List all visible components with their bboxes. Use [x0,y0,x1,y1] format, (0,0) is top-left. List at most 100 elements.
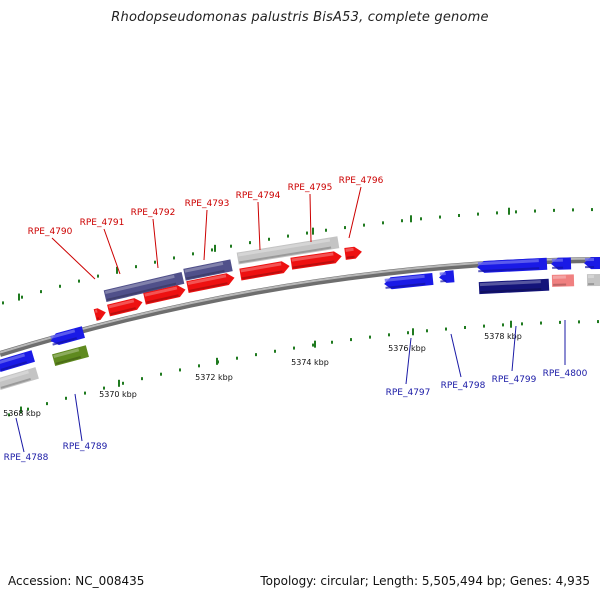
gene-fwd-small-shade [96,317,100,320]
scale-dot-top [97,274,99,278]
gene-RPE_4789-upper-shine [50,329,76,339]
scale-dot-bottom [350,338,352,342]
gene-RPE_4795-main-shade [292,260,335,269]
scale-dot-bottom [578,320,580,324]
accession-text: Accession: NC_008435 [8,574,145,588]
scale-dot-top [477,212,479,216]
scale-major-bottom [314,340,316,348]
gene-label-RPE_4795: RPE_4795 [288,183,333,243]
gene-RPE_4798-shade [440,279,447,283]
scale-dot-top [363,223,365,227]
gene-RPE_4799-upper-shade [478,267,540,273]
gene-rev-small-a-shine [551,258,563,262]
gene-RPE_4791-inner [107,298,143,317]
scale-dot-top [173,256,175,260]
scale-tick-label: 5378 kbp [484,332,522,341]
leader-line [405,337,412,385]
scale-dot-bottom [46,402,48,406]
gene-RPE_4799-shade [480,288,542,294]
scale-tick-label: 5368 kbp [3,409,41,418]
scale-dot-bottom [369,335,371,339]
scale-dot-bottom [559,320,561,324]
scale-dot-bottom [122,381,124,385]
gene-labels: RPE_4790 RPE_4791 RPE_4792 RPE_4793 RPE_4794… [4,176,588,463]
gene-RPE_4794-inner-shade [189,282,228,292]
scale-dot-bottom [597,320,599,324]
gene-label-text: RPE_4788 [4,453,49,463]
gene-RPE_4795-shine [237,238,331,257]
gene-RPE_4797-shine [384,274,425,282]
scale-tick-label: 5374 kbp [291,358,329,367]
gene-RPE_4796-shade [346,255,355,259]
gene-label-text: RPE_4793 [185,199,230,209]
scale-tick-label: 5370 kbp [99,390,137,399]
gene-fwd-small-body [93,308,106,321]
scale-dot-bottom [65,396,67,400]
scale-dot-top [230,244,232,248]
scale-dot-top [515,210,517,214]
gene-label-text: RPE_4795 [288,183,333,193]
scale-dot-bottom [103,386,105,390]
scale-dot-bottom [141,377,143,381]
scale-dot-top [344,226,346,230]
scale-dot-top [401,219,403,223]
gene-fwd-small-shine [94,309,98,313]
gene-RPE_4794-inner [186,273,235,294]
scale-dots [2,207,599,417]
gene-rev-left-grey [0,367,39,391]
gene-RPE_4793-shine [184,261,224,273]
gene-RPE_4790-shine [104,274,175,294]
gene-label-text: RPE_4790 [28,227,73,237]
gene-RPE_4794-main-shine [240,262,282,273]
scale-dot-top [325,228,327,232]
gene-features [0,236,600,391]
gene-rev-grey-shine [587,275,594,279]
leader-line [257,201,261,251]
gene-RPE_4797-shade [385,282,426,289]
gene-RPE_4800-shine [552,275,566,279]
scale-major-bottom [20,406,22,414]
gene-RPE_4789-upper-body [50,326,85,345]
gene-RPE_4795 [236,236,340,265]
gene-label-text: RPE_4800 [543,369,588,379]
gene-label-RPE_4799: RPE_4799 [492,325,537,385]
gene-label-text: RPE_4791 [80,218,125,228]
scale-dot-top [439,215,441,219]
gene-RPE_4790-shade [106,282,177,301]
leader-line [309,193,312,243]
gene-RPE_4798 [439,270,455,283]
scale-major-top [312,227,314,235]
scale-dot-bottom [331,340,333,344]
scale-dot-bottom [274,349,276,353]
gene-RPE_4800-shade [553,283,567,286]
gene-RPE_4793-shade [186,269,225,280]
gene-RPE_4792-inner [143,285,186,305]
gene-RPE_4791-inner-body [107,298,143,317]
scale-dot-bottom [464,325,466,329]
scale-dot-top [572,208,574,212]
leader-line [51,237,96,280]
scale-dot-top [21,295,23,299]
gene-fwd-small [93,308,106,321]
scale-dot-top [192,252,194,256]
scale-dot-bottom [179,368,181,372]
map-title: Rhodopseudomonas palustris BisA53, compl… [111,10,489,25]
scale-dot-bottom [502,323,504,327]
gene-RPE_4798-shine [439,271,446,276]
gene-rev-small-a [551,257,572,270]
gene-RPE_4791-inner-shade [110,307,136,316]
leader-line [15,417,25,453]
gene-label-RPE_4789: RPE_4789 [63,393,108,452]
gene-label-text: RPE_4789 [63,442,108,452]
scale-dot-top [59,284,61,288]
scale-dot-bottom [293,346,295,350]
scale-dot-bottom [445,327,447,331]
gene-label-RPE_4792: RPE_4792 [131,208,175,269]
gene-RPE_4791-inner-shine [108,299,135,309]
scale-major-bottom [412,328,414,336]
gene-label-text: RPE_4797 [386,388,431,398]
leader-line [103,228,121,275]
gene-RPE_4796-shine [345,247,354,252]
scale-dot-top [382,221,384,225]
scale-ticks: 5368 kbp 5370 kbp 5372 kbp 5374 kbp 5376 kbp… [3,332,522,418]
